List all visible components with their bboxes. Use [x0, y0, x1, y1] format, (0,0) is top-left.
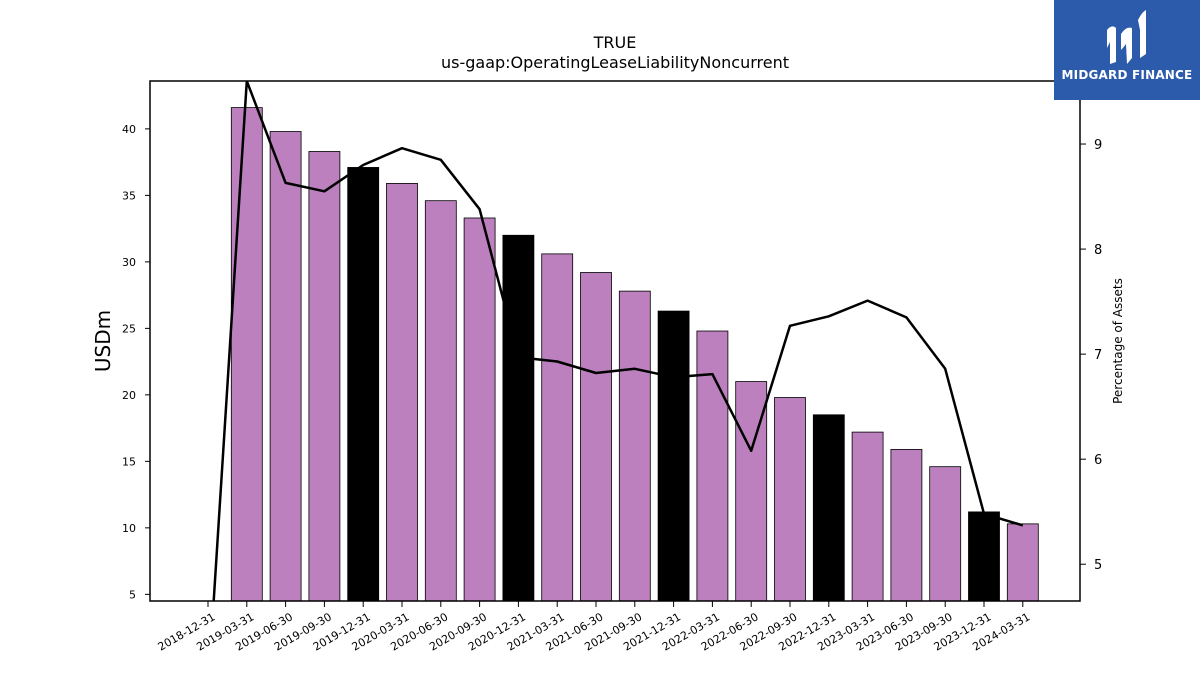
bar-2022-09-30: [774, 397, 806, 602]
line-series: [212, 81, 1024, 601]
bar-2019-03-31: [230, 107, 263, 602]
y2-axis-label: Percentage of Assets: [1111, 278, 1125, 404]
bar-2022-03-31: [696, 330, 729, 602]
y-axis-label: USDm: [91, 310, 115, 372]
bar-2023-03-31: [851, 431, 884, 602]
bar-2023-12-31: [968, 511, 1000, 602]
bar-2021-09-30: [618, 290, 651, 602]
chart-title: TRUE: [593, 33, 637, 52]
bar-2022-12-31: [812, 414, 845, 602]
logo-mark-icon: [1107, 10, 1146, 65]
bar-2023-09-30: [929, 466, 962, 602]
y2-tick-label: 6: [1094, 453, 1102, 468]
bar-2020-09-30: [463, 217, 496, 602]
midgard-finance-logo: MIDGARD FINANCE: [1054, 0, 1200, 100]
bar-2024-03-31: [1006, 523, 1039, 602]
y2-tick-label: 9: [1094, 138, 1102, 153]
y2-tick-label: 7: [1094, 348, 1102, 363]
plot-frame: [149, 80, 1081, 602]
bar-2021-03-31: [541, 253, 574, 602]
bar-2020-06-30: [424, 200, 457, 602]
bar-2020-03-31: [386, 183, 418, 602]
x-axis: 2018-12-312019-03-312019-06-302019-09-30…: [156, 601, 1032, 654]
percentage-of-assets-line: [212, 81, 1024, 601]
right-axis: 5 6 7 8 9: [1080, 138, 1102, 573]
y-tick-label: 25: [122, 322, 136, 335]
bar-2021-12-31: [657, 310, 690, 602]
bar-2019-09-30: [308, 151, 341, 602]
chart-subtitle: us-gaap:OperatingLeaseLiabilityNoncurren…: [441, 53, 789, 72]
bar-2021-06-30: [580, 272, 612, 602]
bar-series: [230, 107, 1039, 602]
y-tick-label: 35: [122, 189, 136, 202]
bar-2019-06-30: [269, 131, 302, 602]
y-tick-label: 30: [122, 256, 136, 269]
y-tick-label: 15: [122, 455, 136, 468]
logo-text: MIDGARD FINANCE: [1061, 68, 1193, 82]
y-tick-label: 40: [122, 123, 136, 136]
y-tick-label: 20: [122, 389, 136, 402]
y-tick-label: 10: [122, 522, 136, 535]
bar-2019-12-31: [347, 167, 380, 602]
y-tick-label: 5: [129, 588, 136, 601]
bar-2023-06-30: [890, 448, 923, 602]
bar-2020-12-31: [502, 234, 535, 602]
y2-tick-label: 5: [1094, 558, 1102, 573]
y2-tick-label: 8: [1094, 243, 1102, 258]
left-axis: 5 10 15 20 25 30 35 40: [122, 123, 150, 601]
